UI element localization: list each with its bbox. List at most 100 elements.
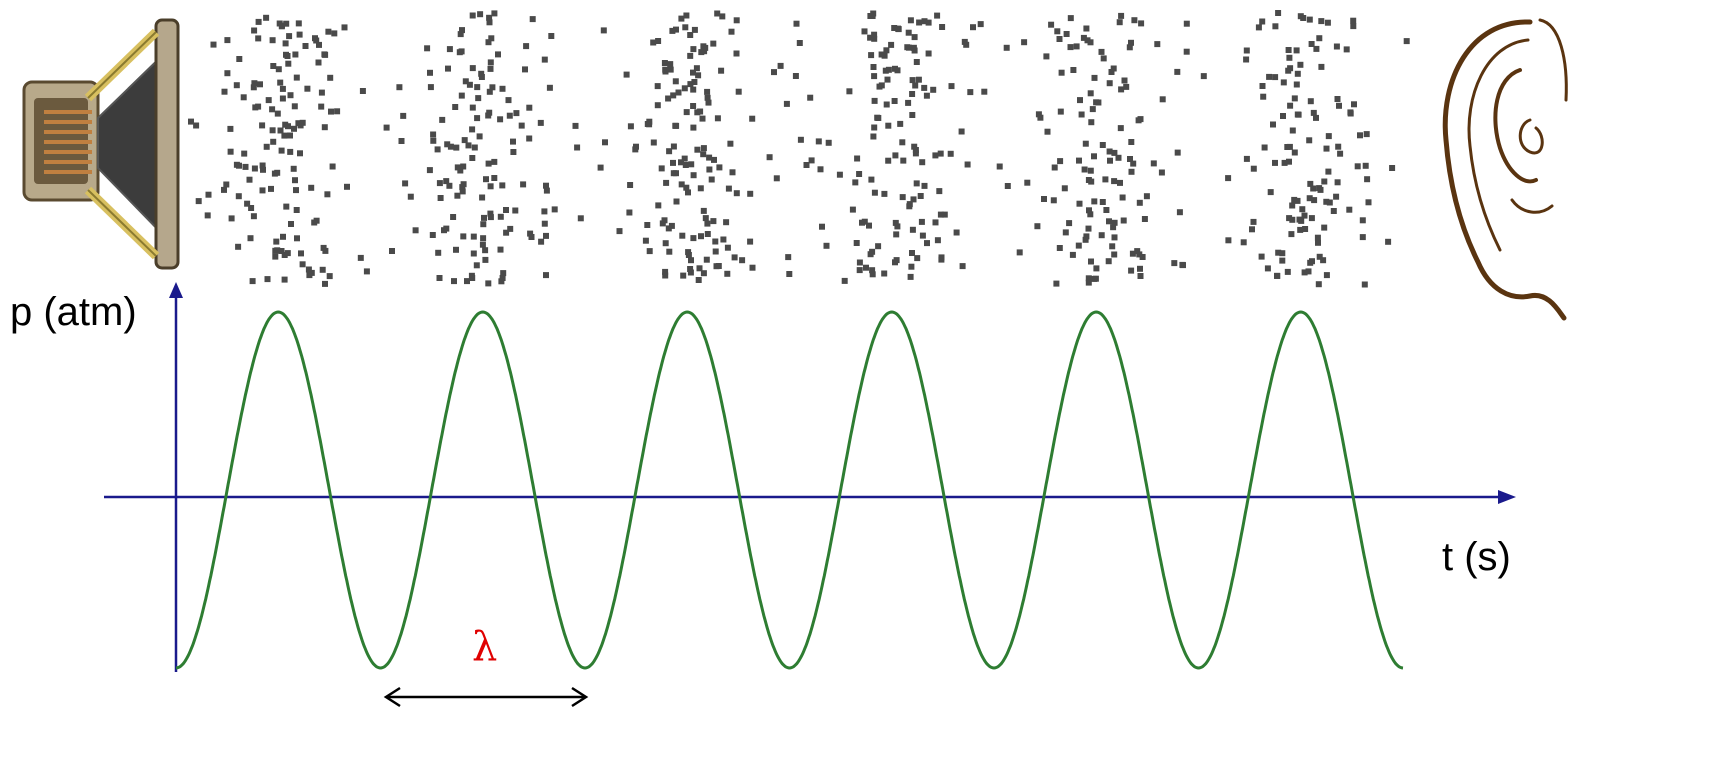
air-particle [854, 155, 861, 162]
air-particle [718, 67, 725, 74]
air-particle [870, 10, 877, 17]
air-particle [626, 209, 633, 216]
air-particle [747, 238, 754, 245]
air-particle [683, 12, 690, 19]
air-particle [1287, 65, 1294, 72]
air-particle [925, 19, 932, 26]
air-particle [1359, 234, 1366, 241]
air-particle [195, 198, 202, 205]
air-particle [466, 81, 473, 88]
air-particle [1330, 208, 1337, 214]
air-particle [1098, 48, 1105, 55]
air-particle [1102, 176, 1109, 183]
air-particle [1264, 265, 1271, 272]
air-particle [663, 179, 670, 186]
air-particle [662, 240, 669, 247]
air-particle [497, 116, 504, 123]
air-particle [436, 180, 443, 187]
air-particle [255, 35, 262, 42]
air-particle [1294, 70, 1301, 77]
air-particle [627, 182, 634, 188]
air-particle [1078, 111, 1085, 118]
air-particle [797, 136, 804, 143]
air-particle [687, 52, 694, 59]
air-particle [930, 86, 937, 93]
air-particle [861, 28, 868, 35]
air-particle [523, 43, 530, 50]
air-particle [1280, 79, 1287, 86]
air-particle [1048, 21, 1055, 28]
air-particle [242, 163, 249, 170]
air-particle [235, 193, 242, 200]
air-particle [1081, 166, 1088, 173]
air-particle [958, 128, 965, 135]
air-particle [859, 219, 865, 226]
air-particle [1313, 45, 1320, 52]
air-particle [277, 79, 284, 86]
air-particle [1323, 145, 1330, 152]
air-particle [1080, 34, 1087, 41]
air-particle [499, 182, 506, 189]
air-particle [937, 150, 944, 157]
air-particle [693, 65, 700, 72]
air-particle [528, 234, 535, 240]
air-particle [823, 242, 830, 249]
air-particle [1365, 199, 1372, 206]
air-particle [445, 65, 451, 72]
air-particle [302, 43, 309, 49]
air-particle [883, 101, 890, 108]
air-particle [457, 31, 464, 38]
air-particle [925, 50, 932, 57]
air-particle [295, 20, 302, 27]
air-particle [430, 131, 437, 138]
ear-icon [1442, 18, 1568, 321]
air-particle [924, 240, 930, 247]
air-particle [458, 48, 465, 55]
air-particle [1389, 165, 1396, 171]
air-particle [724, 270, 731, 277]
air-particle [464, 278, 470, 285]
air-particle [520, 181, 527, 188]
air-particle [934, 12, 941, 19]
air-particle [487, 210, 494, 217]
air-particle [1298, 217, 1305, 224]
air-particle [1270, 121, 1276, 128]
air-particle [252, 104, 259, 111]
air-particle [400, 112, 407, 119]
air-particle [905, 99, 912, 106]
air-particle [905, 29, 912, 36]
air-particle [491, 175, 498, 181]
air-particle [447, 143, 454, 150]
air-particle [808, 157, 815, 164]
air-particle [359, 88, 366, 94]
air-particle [870, 133, 877, 140]
air-particle [507, 225, 514, 232]
air-particle [291, 125, 297, 132]
air-particle [817, 166, 824, 173]
air-particle [687, 81, 694, 88]
air-particle [318, 89, 325, 96]
air-particle [1106, 218, 1112, 225]
air-particle [1117, 179, 1123, 186]
air-particle [1225, 175, 1232, 182]
air-particle [491, 10, 498, 17]
air-particle [1070, 67, 1077, 73]
air-particle [221, 186, 227, 193]
air-particle [964, 161, 971, 168]
air-particle [678, 159, 684, 166]
air-particle [785, 254, 792, 261]
air-particle [485, 160, 492, 167]
air-particle [1321, 224, 1328, 231]
air-particle [424, 45, 431, 52]
air-particle [673, 198, 680, 205]
air-particle [871, 189, 878, 196]
air-particle [1128, 39, 1134, 46]
air-particle [458, 92, 465, 99]
air-particle [1297, 226, 1304, 233]
air-particle [389, 248, 395, 254]
air-particle [959, 263, 966, 270]
air-particle [1126, 44, 1133, 51]
air-particle [1106, 80, 1113, 87]
air-particle [543, 272, 549, 279]
air-particle [1088, 258, 1094, 265]
